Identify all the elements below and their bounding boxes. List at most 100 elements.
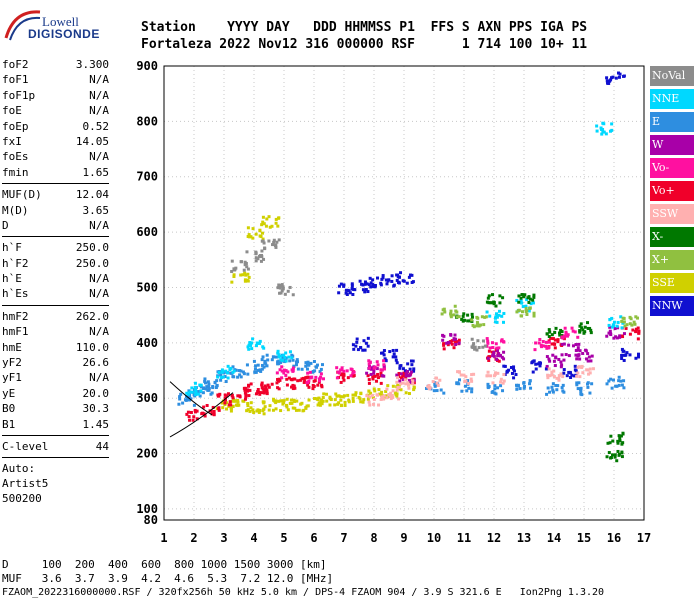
echo-point [472,345,476,349]
echo-point [613,455,617,459]
echo-point [280,376,284,380]
echo-point [280,289,284,293]
echo-point [381,276,385,280]
echo-point [460,317,464,321]
echo-point [261,220,265,224]
echo-point [231,399,235,403]
echo-point [267,239,271,243]
echo-point [532,314,536,318]
echo-point [367,366,371,370]
echo-point [549,336,553,340]
echo-point [284,359,288,363]
echo-point [288,401,292,405]
param-value: 44 [95,439,109,453]
echo-point [367,400,371,404]
echo-point [262,222,266,226]
echo-point [607,331,611,335]
echo-point [496,349,500,353]
echo-point [221,375,225,379]
echo-point [215,379,219,383]
echo-point [571,344,575,348]
echo-point [391,355,395,359]
echo-point [517,308,521,312]
echo-point [303,379,307,383]
echo-point [493,384,497,388]
echo-point [272,238,276,242]
echo-point [607,451,611,455]
echo-point [260,363,264,367]
echo-point [527,309,531,313]
echo-point [610,128,614,132]
echo-point [318,370,322,374]
echo-point [442,343,446,347]
echo-point [573,330,577,334]
echo-point [211,386,215,390]
echo-point [395,348,399,352]
echo-point [375,393,379,397]
echo-point [581,371,585,375]
echo-point [230,259,234,263]
echo-point [363,348,367,352]
echo-point [244,273,248,277]
param-key: h`F2 [2,256,29,270]
echo-point [371,283,375,287]
echo-point [365,371,369,375]
echo-point [367,381,371,385]
echo-point [281,356,285,360]
echo-point [637,355,641,359]
echo-point [404,374,408,378]
echo-point [225,401,229,405]
echo-point [589,328,593,332]
echo-point [260,367,264,371]
echo-point [575,374,579,378]
echo-point [580,364,584,368]
echo-point [435,381,439,385]
echo-point [488,314,492,318]
echo-point [279,291,283,295]
echo-point [298,378,302,382]
echo-point [634,327,638,331]
echo-point [231,404,235,408]
echo-point [366,336,370,340]
echo-point [254,392,258,396]
echo-point [260,249,264,253]
param-row: foF1 N/A [2,73,109,88]
echo-point [238,394,242,398]
echo-point [493,316,497,320]
echo-point [550,385,554,389]
echo-point [452,337,456,341]
echo-point [578,324,582,328]
echo-point [486,370,490,374]
echo-point [384,278,388,282]
param-value: 262.0 [75,309,109,323]
echo-point [499,380,503,384]
echo-point [245,250,249,254]
echo-point [250,347,254,351]
echo-point [368,364,372,368]
echo-point [194,388,198,392]
echo-point [342,369,346,373]
echo-point [360,282,364,286]
echo-point [274,407,278,411]
echo-point [319,367,323,371]
echo-point [398,364,402,368]
echo-point [401,378,405,382]
echo-point [398,366,402,370]
echo-point [239,369,243,373]
echo-point [544,344,548,348]
echo-point [587,355,591,359]
echo-point [249,406,253,410]
echo-point [404,382,408,386]
echo-point [611,453,615,457]
auto-version: 500200 [2,492,42,506]
echo-point [617,383,621,387]
param-row: hmE 110.0 [2,341,109,356]
echo-point [258,228,262,232]
echo-point [604,132,608,136]
echo-point [291,358,295,362]
echo-point [470,318,474,322]
parameter-panel: foF2 3.300 foF1 N/A foF1p N/A foE N/A foEp 0.52 fx… [2,58,109,507]
legend-item: X- [650,227,694,247]
echo-point [387,278,391,282]
echo-point [380,368,384,372]
